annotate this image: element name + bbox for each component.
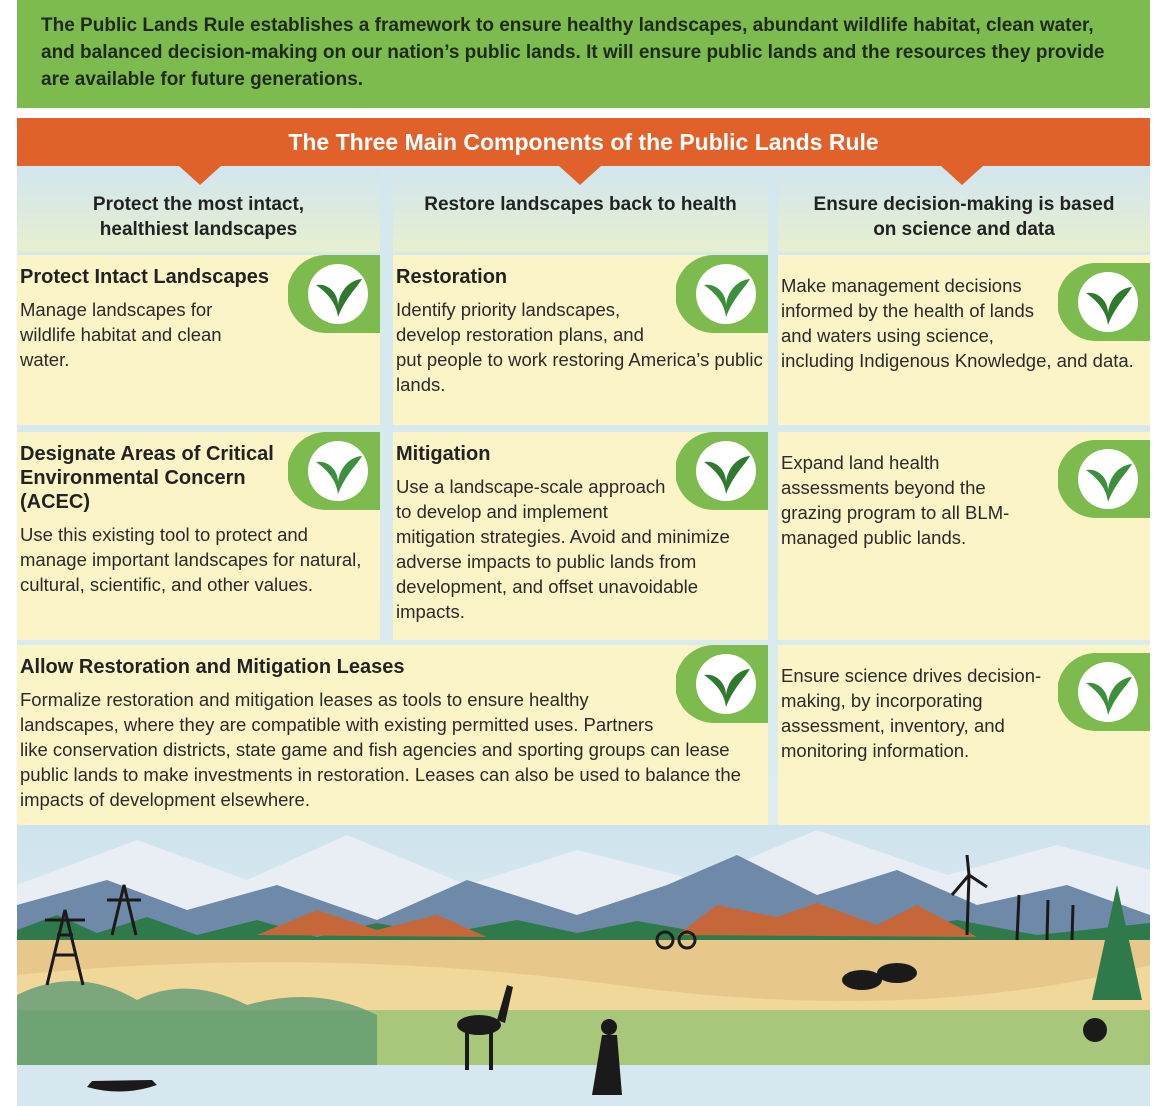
- icon: [676, 432, 768, 510]
- icon: [288, 432, 380, 510]
- cell: Expand land health assessments beyond th…: [778, 432, 1150, 640]
- landscape: [17, 825, 1150, 1106]
- cell-title: Allow Restoration and Mitigation Leases: [20, 655, 764, 679]
- cell: Ensure science drives decision-making, b…: [778, 645, 1150, 825]
- cell: Designate Areas of Critical Environmenta…: [17, 432, 380, 640]
- cell-body: Use this existing tool to protect and ma…: [20, 522, 376, 597]
- icon: [676, 645, 768, 723]
- banner: The Three Main Components of the Public …: [17, 118, 1150, 166]
- icon: [288, 255, 380, 333]
- cell: Allow Restoration and Mitigation Leases F…: [17, 645, 768, 825]
- banner-arrows-top: [0, 165, 1161, 195]
- icon: [676, 255, 768, 333]
- cell-body: Formalize restoration and mitigation lea…: [20, 687, 764, 812]
- infographic: The Public Lands Rule establishes a fram…: [0, 0, 1161, 1106]
- cell-body: Manage landscapes for wildlife habitat a…: [20, 297, 270, 372]
- icon: [1058, 653, 1150, 731]
- icon: [1058, 263, 1150, 341]
- intro: The Public Lands Rule establishes a fram…: [17, 0, 1150, 108]
- icon: [1058, 440, 1150, 518]
- cell: Make management decisions informed by th…: [778, 255, 1150, 425]
